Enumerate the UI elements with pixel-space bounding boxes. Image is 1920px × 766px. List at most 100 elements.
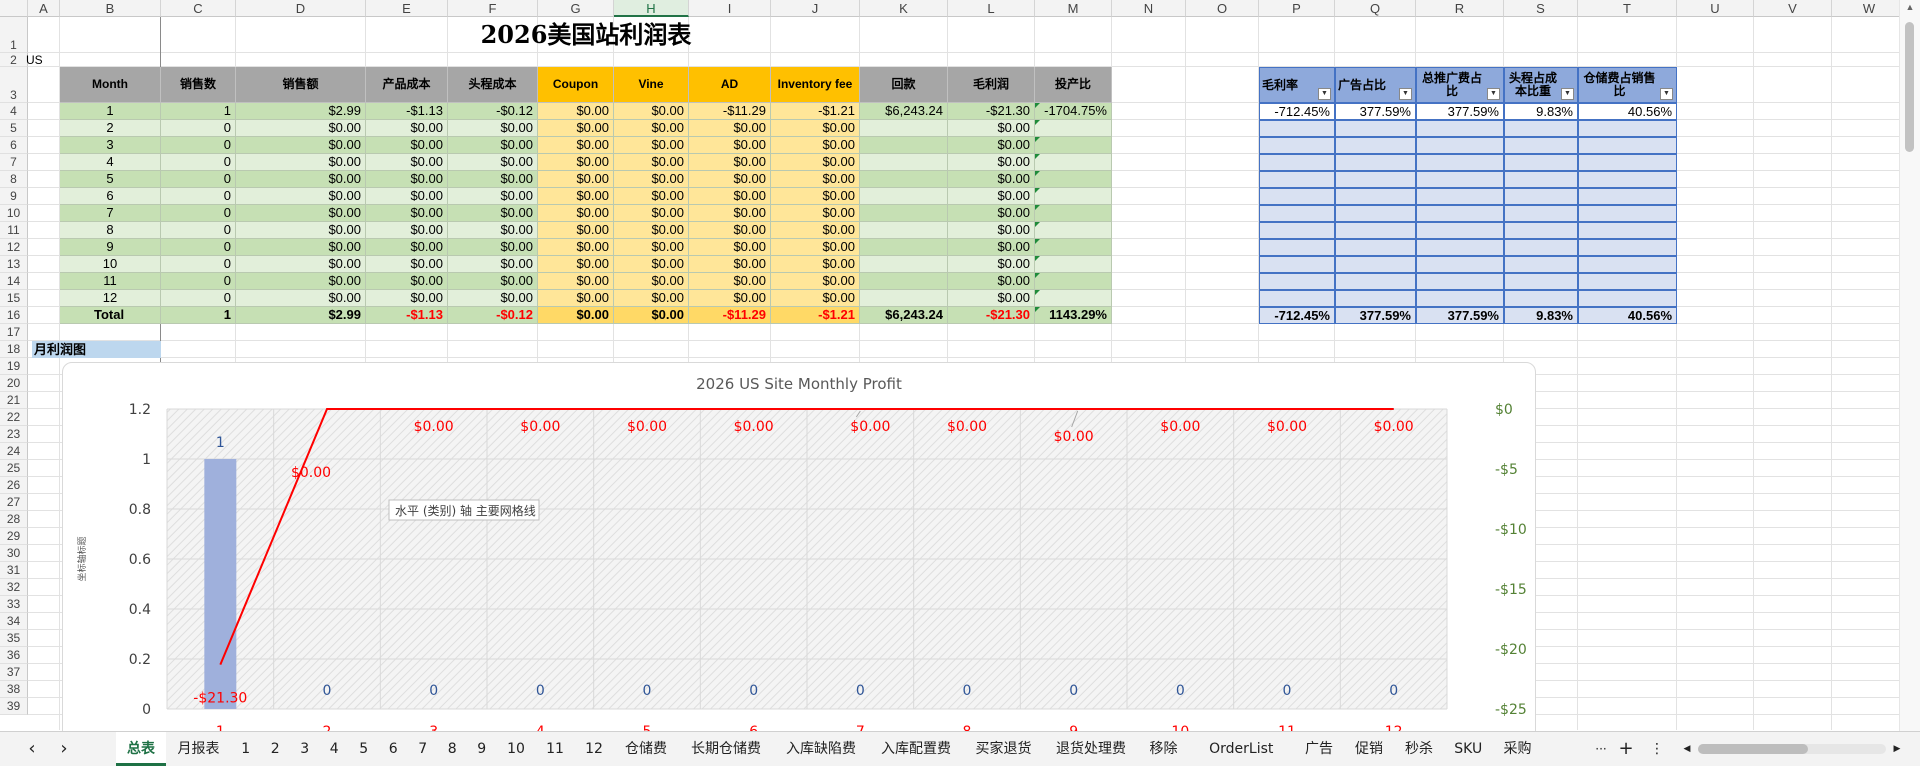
ratio-table-cell[interactable] (1335, 239, 1416, 256)
main-table-cell[interactable]: 2 (60, 120, 161, 137)
ratio-table-cell[interactable] (1504, 273, 1578, 290)
sheet-tab[interactable]: 月报表 (177, 741, 220, 757)
column-header[interactable]: D (236, 0, 366, 17)
ratio-table-cell[interactable] (1578, 222, 1677, 239)
row-header[interactable]: 29 (0, 528, 28, 545)
main-table-cell[interactable]: $0.00 (614, 205, 689, 222)
main-table-cell[interactable]: $0.00 (771, 239, 860, 256)
column-header[interactable]: O (1186, 0, 1259, 17)
ratio-table-cell[interactable] (1416, 188, 1504, 205)
main-table-cell[interactable]: 0 (161, 256, 236, 273)
ratio-table-cell[interactable] (1335, 154, 1416, 171)
main-table-cell[interactable]: 12 (60, 290, 161, 307)
sheet-tab[interactable]: 3 (300, 741, 310, 757)
main-table-cell[interactable] (1035, 273, 1112, 290)
main-table-cell[interactable]: $0.00 (689, 205, 771, 222)
main-table-cell[interactable]: $0.00 (614, 188, 689, 205)
ratio-table-cell[interactable] (1335, 222, 1416, 239)
main-table-cell[interactable]: $0.00 (614, 222, 689, 239)
horizontal-scroll-thumb[interactable] (1698, 744, 1808, 754)
column-header[interactable]: V (1754, 0, 1832, 17)
main-table-cell[interactable]: 6 (60, 188, 161, 205)
main-table-cell[interactable]: $0.00 (448, 222, 538, 239)
main-table-cell[interactable]: $0.00 (448, 120, 538, 137)
ratio-table-cell[interactable] (1259, 188, 1335, 205)
ratio-table-cell[interactable] (1578, 273, 1677, 290)
row-header[interactable]: 10 (0, 205, 28, 222)
main-table-cell[interactable]: $0.00 (689, 256, 771, 273)
main-table-header[interactable]: Vine (614, 67, 689, 103)
sheet-tab[interactable]: 1 (241, 741, 251, 757)
main-table-cell[interactable]: $0.00 (689, 290, 771, 307)
main-table-cell[interactable]: $0.00 (948, 290, 1035, 307)
ratio-table-header[interactable]: 广告占比 ▼ (1335, 67, 1416, 103)
row-header[interactable]: 27 (0, 494, 28, 511)
sheet-tab[interactable]: 总表 (116, 732, 166, 766)
ratio-table-cell[interactable] (1578, 137, 1677, 154)
main-table-cell[interactable]: $0.00 (771, 290, 860, 307)
main-table-cell[interactable]: $0.00 (771, 154, 860, 171)
main-table-cell[interactable]: $0.00 (538, 188, 614, 205)
main-table-cell[interactable]: $0.00 (366, 137, 448, 154)
main-table-cell[interactable]: $0.00 (948, 222, 1035, 239)
row-header[interactable]: 5 (0, 120, 28, 137)
ratio-table-total-cell[interactable]: 9.83% (1504, 307, 1578, 324)
row-header[interactable]: 33 (0, 596, 28, 613)
sheet-tab[interactable]: 11 (546, 741, 564, 757)
main-table-total-cell[interactable]: 1 (161, 307, 236, 324)
ratio-table-cell[interactable] (1578, 290, 1677, 307)
main-table-cell[interactable]: $0.00 (771, 188, 860, 205)
main-table-cell[interactable]: $0.00 (771, 137, 860, 154)
row-header[interactable]: 39 (0, 698, 28, 715)
sheet-tab[interactable]: 入库配置费 (881, 741, 951, 757)
main-table-cell[interactable]: 0 (161, 273, 236, 290)
ratio-table-cell[interactable] (1578, 154, 1677, 171)
main-table-total-cell[interactable]: -$0.12 (448, 307, 538, 324)
ratio-table-cell[interactable]: 40.56% (1578, 103, 1677, 120)
main-table-cell[interactable]: $0.00 (236, 273, 366, 290)
main-table-cell[interactable] (1035, 188, 1112, 205)
main-table-total-cell[interactable]: -$11.29 (689, 307, 771, 324)
main-table-cell[interactable]: $0.00 (614, 290, 689, 307)
main-table-header[interactable]: 销售数 (161, 67, 236, 103)
main-table-cell[interactable]: $0.00 (448, 188, 538, 205)
main-table-cell[interactable]: $0.00 (366, 188, 448, 205)
main-table-cell[interactable]: -$11.29 (689, 103, 771, 120)
main-table-cell[interactable]: $0.00 (771, 171, 860, 188)
main-table-total-cell[interactable]: -$1.13 (366, 307, 448, 324)
main-table-cell[interactable]: 0 (161, 120, 236, 137)
ratio-table-cell[interactable] (1259, 120, 1335, 137)
main-table-total-cell[interactable]: -$21.30 (948, 307, 1035, 324)
main-table-header[interactable]: 毛利润 (948, 67, 1035, 103)
tab-next-button[interactable]: › (60, 738, 68, 759)
ratio-table-cell[interactable] (1416, 137, 1504, 154)
ratio-table-cell[interactable] (1416, 290, 1504, 307)
main-table-total-cell[interactable]: $2.99 (236, 307, 366, 324)
sheet-tab[interactable]: SKU (1454, 741, 1483, 757)
main-table-cell[interactable]: 0 (161, 171, 236, 188)
main-table-cell[interactable]: $0.00 (236, 256, 366, 273)
row-header[interactable]: 30 (0, 545, 28, 562)
main-table-cell[interactable]: -$1.21 (771, 103, 860, 120)
sheet-tab[interactable]: OrderList (1209, 741, 1274, 757)
main-table-cell[interactable]: $0.00 (948, 154, 1035, 171)
column-header[interactable]: F (448, 0, 538, 17)
scroll-left-icon[interactable]: ◀ (1683, 744, 1691, 754)
main-table-header[interactable]: 投产比 (1035, 67, 1112, 103)
column-header[interactable]: J (771, 0, 860, 17)
row-header[interactable]: 35 (0, 630, 28, 647)
main-table-total-cell[interactable]: Total (60, 307, 161, 324)
main-table-cell[interactable] (860, 222, 948, 239)
ratio-table-cell[interactable] (1504, 239, 1578, 256)
row-header[interactable]: 19 (0, 358, 28, 375)
main-table-cell[interactable]: $0.00 (689, 171, 771, 188)
main-table-cell[interactable]: 0 (161, 137, 236, 154)
row-header[interactable]: 6 (0, 137, 28, 154)
ratio-table-cell[interactable] (1259, 222, 1335, 239)
main-table-cell[interactable]: 0 (161, 188, 236, 205)
row-header[interactable]: 13 (0, 256, 28, 273)
scroll-up-icon[interactable]: ▲ (1905, 2, 1915, 12)
ratio-table-cell[interactable] (1416, 239, 1504, 256)
main-table-cell[interactable]: -$1.13 (366, 103, 448, 120)
main-table-cell[interactable]: $0.00 (448, 137, 538, 154)
